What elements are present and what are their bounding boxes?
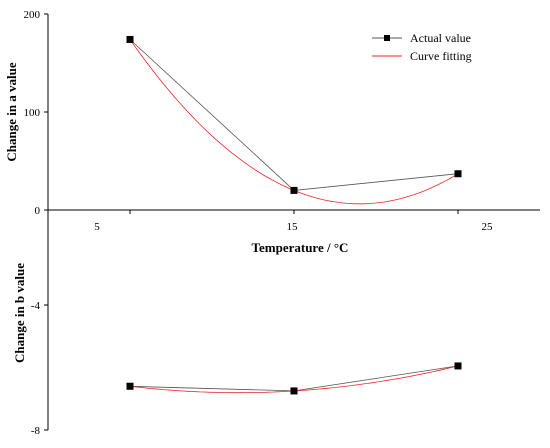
panel-a-y-tick-2: 200	[24, 9, 41, 21]
panel-b-point-0	[126, 382, 134, 390]
panel-b-y-axis-label: Change in b value	[12, 263, 27, 363]
panel-a-plot: 0 100 200 5 15 25 Temperature / °C Chang…	[4, 9, 540, 255]
panel-a-actual-line	[129, 39, 459, 191]
legend: Actual value Curve fitting	[372, 31, 472, 63]
panel-b-point-2	[454, 362, 462, 370]
legend-fit-label: Curve fitting	[410, 49, 472, 63]
panel-a-x-tick-0: 5	[94, 221, 100, 233]
x-axis-label: Temperature / °C	[252, 240, 349, 255]
panel-b-actual-line	[129, 365, 459, 392]
panel-a-x-tick-2: 25	[482, 221, 494, 233]
panel-a-y-tick-1: 100	[24, 107, 41, 119]
panel-a-series	[126, 35, 462, 205]
panel-a-y-axis-label: Change in a value	[4, 62, 19, 162]
panel-a-y-tick-0: 0	[35, 205, 41, 217]
panel-b-plot: -4 -8 Change in b value	[12, 210, 462, 437]
panel-b-point-1	[290, 387, 298, 395]
panel-b-y-tick-0: -4	[31, 300, 41, 312]
legend-actual-label: Actual value	[410, 31, 471, 45]
panel-a-point-2	[454, 170, 462, 178]
panel-a-fit-curve	[129, 39, 459, 205]
panel-b-series	[126, 362, 462, 395]
panel-b-y-tick-1: -8	[31, 425, 41, 437]
panel-a-x-tick-1: 15	[287, 221, 299, 233]
panel-a-point-1	[290, 186, 298, 194]
panel-a-point-0	[126, 35, 134, 43]
legend-actual-marker	[384, 35, 390, 41]
